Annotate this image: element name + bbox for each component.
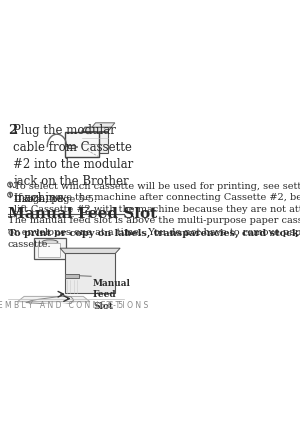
FancyBboxPatch shape [82,132,108,153]
Text: To select which cassette will be used for printing, see setting Cassette
Usage, : To select which cassette will be used fo… [14,182,300,204]
Text: Manual
Feed
Slot: Manual Feed Slot [93,279,131,311]
Text: 2 - 5: 2 - 5 [106,301,124,310]
Polygon shape [82,127,111,132]
Text: Manual Feed Slot: Manual Feed Slot [8,207,157,221]
Polygon shape [60,248,120,253]
Ellipse shape [42,240,58,244]
Circle shape [9,193,11,195]
FancyBboxPatch shape [65,253,115,293]
Bar [74,146,77,147]
Bar [34,238,66,259]
Bar [65,132,99,157]
Circle shape [8,192,13,197]
Bar [65,275,79,278]
Circle shape [8,182,13,187]
Bar [38,243,61,257]
Text: To print or copy on labels, transparencies, card stock or thicker paper:: To print or copy on labels, transparenci… [8,229,300,238]
Circle shape [9,183,11,185]
Text: Plug the modular
cable from Cassette
#2 into the modular
jack on the Brother
mac: Plug the modular cable from Cassette #2 … [13,124,134,205]
Text: The manual feed slot is above the multi-purpose paper cassette. Load paper
or en: The manual feed slot is above the multi-… [8,216,300,249]
Text: 2: 2 [8,124,17,137]
Polygon shape [17,296,90,302]
Bar [68,145,74,148]
Bar [82,134,84,137]
Text: If you move the machine after connecting Cassette #2, be sure to carefully
lift : If you move the machine after connecting… [14,193,300,214]
Text: A S S E M B L Y   A N D   C O N N E C T I O N S: A S S E M B L Y A N D C O N N E C T I O … [0,301,148,310]
Polygon shape [92,123,115,127]
